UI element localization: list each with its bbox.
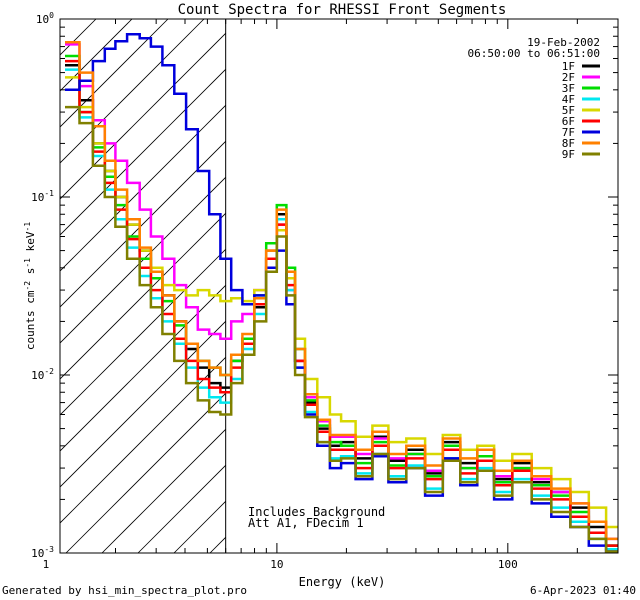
y-label-exp-3: -1 <box>23 222 32 232</box>
x-axis-label: Energy (keV) <box>299 575 386 589</box>
annotation-line-2: Att A1, FDecim 1 <box>248 516 364 530</box>
series-lines <box>65 33 618 553</box>
hatch-line <box>65 392 226 553</box>
annotation: Includes Background Att A1, FDecim 1 <box>248 505 385 530</box>
time-range-label: 06:50:00 to 06:51:00 <box>468 47 600 60</box>
hatch-line <box>60 140 226 308</box>
series-line-1F <box>65 63 618 547</box>
y-tick-exponent: -1 <box>44 189 54 198</box>
y-label-exp-1: -2 <box>23 281 32 291</box>
y-label-exp-2: -1 <box>23 258 32 268</box>
series-line-7F <box>65 33 618 553</box>
chart-title: Count Spectra for RHESSI Front Segments <box>178 2 507 18</box>
y-tick-label: 10-2 <box>31 367 54 382</box>
hatch-line <box>60 248 226 416</box>
legend-label-1F: 1F <box>562 60 575 73</box>
series-line-6F <box>65 59 618 547</box>
y-tick-base: 10 <box>36 13 49 26</box>
annotation-line-1: Includes Background <box>248 505 385 519</box>
hatch-line <box>101 428 226 553</box>
date-label: 19-Feb-2002 <box>527 36 600 49</box>
x-tick-label: 100 <box>498 558 518 571</box>
legend-label-5F: 5F <box>562 104 575 117</box>
hatch-line <box>60 19 205 164</box>
y-tick-exponent: -3 <box>44 545 54 554</box>
legend-label-4F: 4F <box>562 93 575 106</box>
y-tick-exponent: 0 <box>49 11 54 20</box>
series-line-9F <box>65 105 618 553</box>
y-tick-label: 10-1 <box>31 189 54 204</box>
legend-label-2F: 2F <box>562 71 575 84</box>
y-tick-exponent: -2 <box>44 367 54 376</box>
legend-label-8F: 8F <box>562 137 575 150</box>
series-line-3F <box>65 54 618 547</box>
x-tick-label: 1 <box>43 558 50 571</box>
y-tick-label: 10-3 <box>31 545 54 560</box>
y-tick-base: 10 <box>31 369 44 382</box>
y-label-part-2: s <box>24 268 37 281</box>
legend-label-9F: 9F <box>562 148 575 161</box>
hatch-line <box>60 104 226 272</box>
footer-timestamp: 6-Apr-2023 01:40 <box>530 584 636 597</box>
y-axis-label: counts cm-2 s-1 keV-1 <box>23 222 37 350</box>
hatch-line <box>60 284 226 452</box>
hatch-line <box>60 356 226 524</box>
y-tick-base: 10 <box>31 547 44 560</box>
y-label-part-1: counts cm <box>24 290 37 350</box>
legend-label-6F: 6F <box>562 115 575 128</box>
date-block: 19-Feb-2002 06:50:00 to 06:51:00 <box>468 36 600 60</box>
hatch-line <box>60 32 226 200</box>
y-tick-label: 100 <box>36 11 54 26</box>
hatch-line <box>60 19 133 92</box>
hatch-line <box>60 176 226 344</box>
excluded-energy-hatch <box>60 19 226 553</box>
legend-label-7F: 7F <box>562 126 575 139</box>
generated-by-label: Generated by hsi_min_spectra_plot.pro <box>2 584 247 597</box>
hatch-line <box>60 68 226 236</box>
legend-label-3F: 3F <box>562 82 575 95</box>
hatch-line <box>60 212 226 380</box>
plot-frame <box>59 18 619 554</box>
x-tick-label: 10 <box>270 558 283 571</box>
y-label-part-3: keV <box>24 231 37 258</box>
y-tick-base: 10 <box>31 191 44 204</box>
hatch-line <box>60 320 226 488</box>
